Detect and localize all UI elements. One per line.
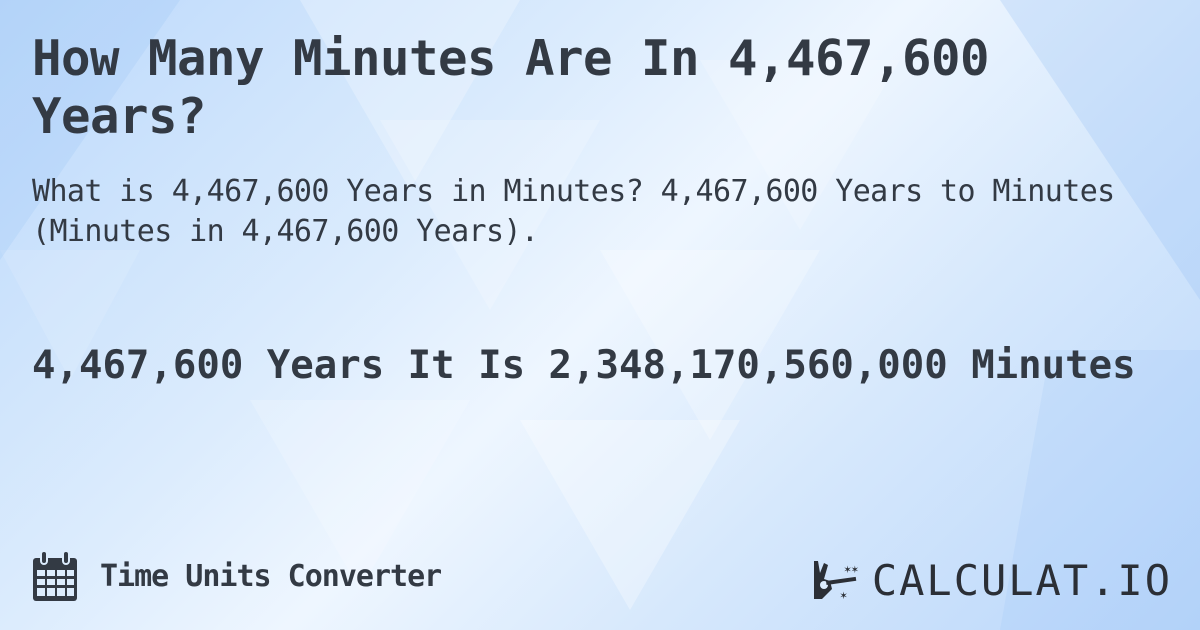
conversion-result: 4,467,600 Years It Is 2,348,170,560,000 … xyxy=(32,343,1136,388)
calendar-icon xyxy=(33,550,77,601)
category-label: Time Units Converter xyxy=(100,558,442,594)
page-subtitle: What is 4,467,600 Years in Minutes? 4,46… xyxy=(32,174,1115,249)
logo-text: CALCULAT.IO xyxy=(871,556,1172,605)
calculat-io-logo[interactable]: ✶✶ ✶ CALCULAT.IO xyxy=(810,556,1172,605)
page-title: How Many Minutes Are In 4,467,600 Years? xyxy=(32,30,990,145)
svg-text:✶✶: ✶✶ xyxy=(844,562,858,576)
category-link[interactable]: Time Units Converter xyxy=(32,550,442,602)
magic-hand-icon: ✶✶ ✶ xyxy=(813,560,858,602)
svg-text:✶: ✶ xyxy=(840,588,847,602)
